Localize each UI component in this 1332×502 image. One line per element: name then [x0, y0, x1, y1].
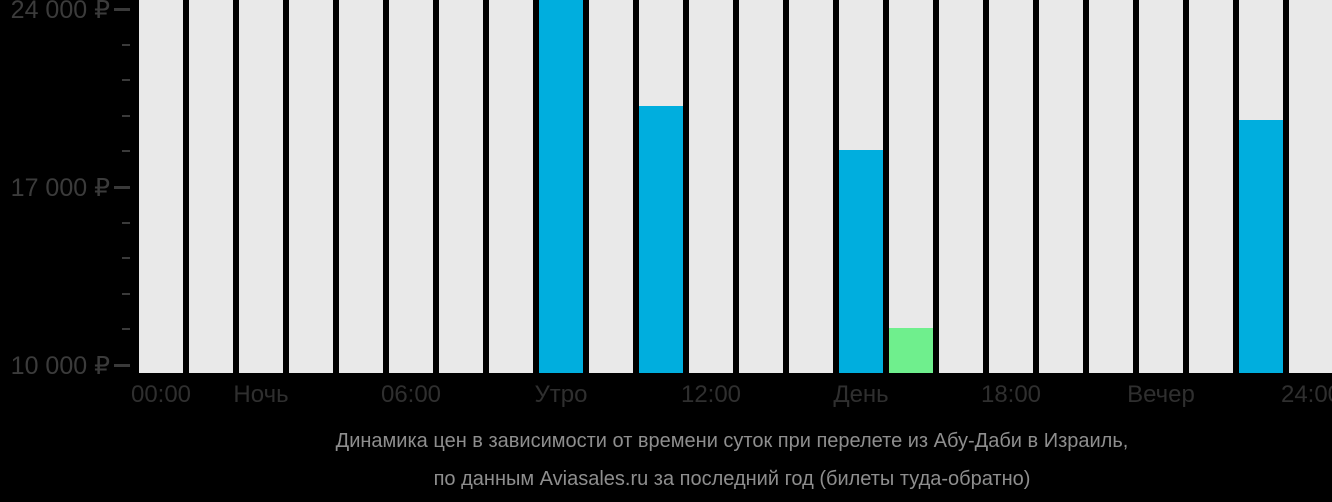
- bar-placeholder: [489, 0, 533, 373]
- bar-placeholder: [989, 0, 1033, 373]
- bar-placeholder: [589, 0, 633, 373]
- x-axis-label: 18:00: [980, 381, 1042, 408]
- y-minor-tick: [122, 43, 130, 46]
- y-minor-tick: [122, 328, 130, 331]
- y-minor-tick: [122, 150, 130, 153]
- y-axis-label: 10 000 ₽: [10, 352, 110, 380]
- bar-placeholder: [1039, 0, 1083, 373]
- chart-title: Динамика цен в зависимости от времени су…: [335, 430, 1129, 452]
- y-minor-tick: [122, 221, 130, 224]
- bar-placeholder: [1139, 0, 1183, 373]
- price-bar-blue[interactable]: [639, 105, 683, 373]
- bar-placeholder: [739, 0, 783, 373]
- bar-placeholder: [139, 0, 183, 373]
- y-axis-label: 17 000 ₽: [10, 174, 110, 202]
- x-axis-label: Утро: [534, 381, 588, 408]
- bar-placeholder: [439, 0, 483, 373]
- y-minor-tick: [122, 292, 130, 295]
- x-axis-label: 24:00: [1280, 381, 1332, 408]
- bar-placeholder: [239, 0, 283, 373]
- y-minor-tick: [122, 257, 130, 260]
- price-bar-blue[interactable]: [539, 0, 583, 373]
- y-minor-tick: [122, 79, 130, 82]
- x-axis-label: 06:00: [380, 381, 442, 408]
- bar-placeholder: [389, 0, 433, 373]
- x-axis-label: 00:00: [130, 381, 192, 408]
- x-axis-label: 12:00: [680, 381, 742, 408]
- y-major-tick: [114, 185, 130, 189]
- bar-placeholder: [189, 0, 233, 373]
- chart-subtitle: по данным Aviasales.ru за последний год …: [433, 468, 1031, 490]
- bar-placeholder: [339, 0, 383, 373]
- y-axis-label: 24 000 ₽: [10, 0, 110, 24]
- bar-placeholder: [1089, 0, 1133, 373]
- bar-placeholder: [789, 0, 833, 373]
- bar-placeholder: [889, 0, 933, 373]
- price-bar-blue[interactable]: [839, 150, 883, 373]
- y-minor-tick: [122, 114, 130, 117]
- y-major-tick: [114, 363, 130, 367]
- bar-placeholder: [1189, 0, 1233, 373]
- plot-area: 24 000 ₽ 17 000 ₽ 10 000 ₽: [10, 0, 1332, 380]
- price-bar-green[interactable]: [889, 328, 933, 373]
- x-axis-label: День: [833, 381, 889, 408]
- price-bar-blue[interactable]: [1239, 119, 1283, 373]
- x-axis-label: Вечер: [1127, 381, 1195, 408]
- x-axis-label: Ночь: [233, 381, 289, 408]
- y-major-tick: [114, 7, 130, 11]
- bar-placeholder: [689, 0, 733, 373]
- bar-placeholder: [1289, 0, 1332, 373]
- bar-placeholder: [289, 0, 333, 373]
- bar-placeholder: [939, 0, 983, 373]
